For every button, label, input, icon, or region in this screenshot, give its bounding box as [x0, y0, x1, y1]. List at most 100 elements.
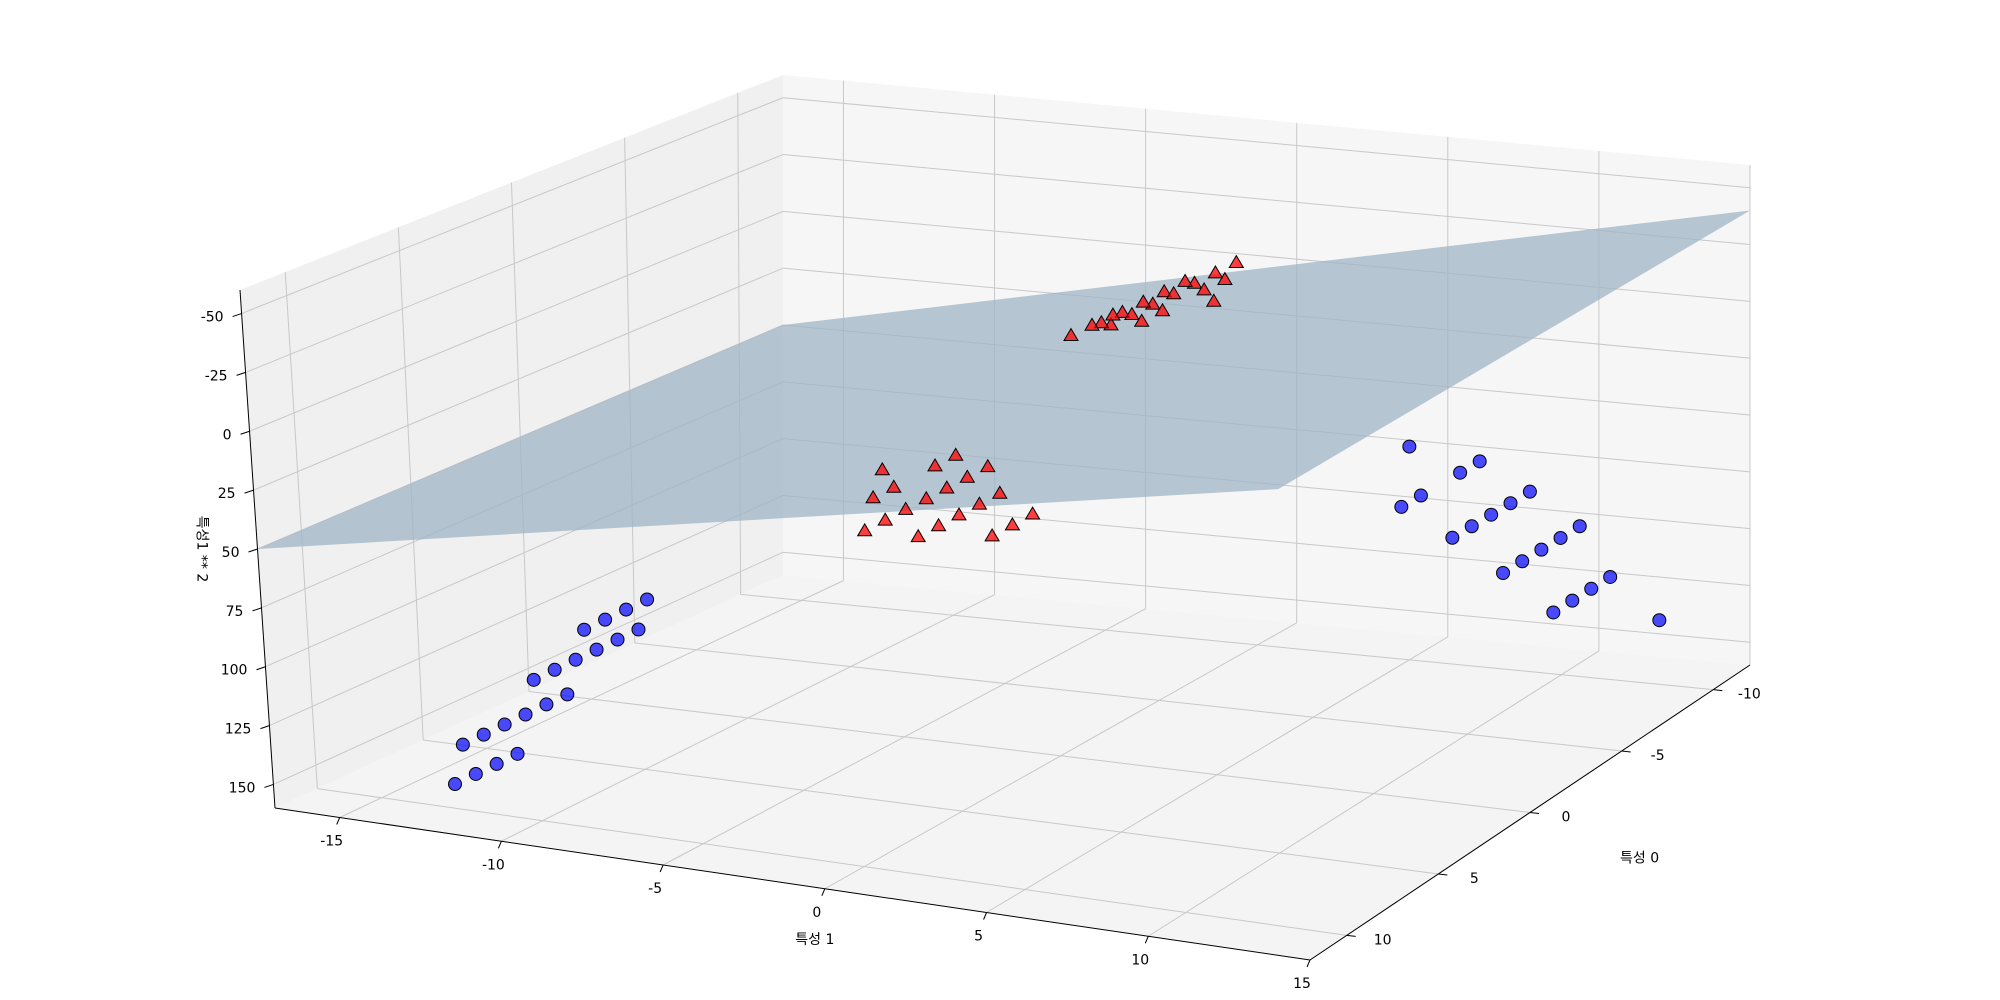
grid-line-z-side	[245, 154, 784, 373]
data-marks	[257, 210, 1750, 792]
grid-line-z-side	[269, 494, 784, 727]
data-point-triangle	[930, 517, 947, 532]
z-tick	[236, 371, 246, 376]
data-point-circle	[1503, 496, 1518, 511]
z-tick-label: 150	[229, 780, 256, 796]
x-tick-label: 10	[1374, 932, 1392, 948]
data-point-triangle	[1135, 294, 1152, 308]
data-point-triangle	[1063, 327, 1079, 341]
y-tick	[497, 841, 502, 849]
x-tick	[1529, 812, 1540, 814]
data-point-circle	[539, 697, 554, 712]
data-point-triangle	[910, 528, 927, 543]
data-point-triangle	[971, 496, 988, 510]
z-tick-label: 25	[218, 486, 236, 502]
data-point-triangle	[1177, 273, 1193, 287]
data-point-circle	[589, 642, 604, 657]
data-point-triangle	[918, 490, 935, 505]
x-tick	[1346, 934, 1356, 937]
y-tick-label: -5	[648, 881, 662, 897]
data-point-triangle	[959, 469, 976, 483]
y-tick-label: -15	[320, 834, 343, 850]
x-tick	[1621, 750, 1631, 753]
grid-line-x-floor	[423, 739, 1439, 875]
x-tick-label: -5	[1651, 748, 1665, 764]
y-tick	[983, 912, 988, 920]
z-tick-label: 125	[225, 722, 252, 738]
y-axis-line	[274, 807, 1311, 961]
z-tick	[244, 489, 254, 494]
data-point-circle	[577, 622, 592, 637]
data-point-circle	[1603, 569, 1618, 584]
y-tick	[1306, 959, 1311, 968]
grid-line-z-back	[782, 551, 1751, 643]
data-point-triangle	[1165, 285, 1182, 300]
data-point-circle	[1413, 488, 1428, 503]
decision-plane	[257, 210, 1750, 549]
data-point-triangle	[979, 458, 996, 473]
data-point-circle	[610, 632, 625, 647]
data-point-triangle	[1114, 304, 1131, 318]
data-point-triangle	[1156, 283, 1173, 298]
data-point-circle	[489, 756, 504, 771]
y-tick-label: -10	[482, 857, 505, 873]
x-axis-label: 특성 0	[1620, 851, 1659, 867]
grid-line-z-side	[241, 97, 784, 315]
z-tick-label: 75	[226, 604, 244, 620]
data-point-triangle	[1024, 506, 1041, 520]
grid-line-x-floor	[528, 691, 1531, 813]
data-point-triangle	[984, 528, 1000, 542]
grid-line-z-side	[273, 551, 784, 785]
data-point-triangle	[1207, 265, 1224, 279]
y-tick-label: 5	[974, 929, 983, 945]
data-point-circle	[598, 612, 613, 627]
z-tick	[252, 607, 262, 612]
data-point-triangle	[1196, 282, 1212, 296]
x-tick-label: 5	[1470, 871, 1479, 887]
data-point-circle	[476, 727, 491, 742]
data-point-triangle	[1133, 313, 1150, 327]
z-tick	[264, 783, 274, 788]
y-tick	[1144, 936, 1149, 944]
grid-line-z-back	[782, 154, 1751, 246]
data-point-circle	[640, 592, 655, 607]
z-tick	[256, 666, 266, 671]
data-point-circle	[1546, 605, 1561, 620]
grid-line-z-back	[782, 494, 1751, 586]
data-point-triangle	[1228, 254, 1245, 268]
data-point-circle	[518, 707, 533, 722]
z-tick-label: 100	[221, 663, 248, 679]
z-tick	[260, 725, 270, 730]
data-point-triangle	[1217, 271, 1233, 285]
data-point-triangle	[885, 479, 902, 493]
data-point-triangle	[874, 461, 891, 476]
y-tick	[659, 864, 664, 873]
data-point-circle	[619, 602, 634, 617]
y-tick	[336, 817, 341, 825]
grid-line-z-back	[782, 97, 1751, 189]
data-point-circle	[560, 687, 575, 702]
data-point-triangle	[1105, 307, 1121, 321]
data-point-circle	[568, 652, 583, 667]
y-axis-label: 특성 1	[795, 932, 834, 948]
grid-line-x-floor	[634, 642, 1622, 752]
data-point-circle	[1584, 581, 1599, 596]
z-tick-label: -50	[201, 310, 224, 326]
data-point-triangle	[877, 512, 894, 526]
data-point-circle	[1572, 519, 1587, 534]
z-tick	[232, 313, 242, 318]
data-point-circle	[1534, 542, 1549, 557]
data-point-circle	[631, 622, 646, 637]
data-point-triangle	[938, 480, 955, 494]
y-tick-label: 0	[812, 905, 821, 921]
x-tick-label: -10	[1738, 687, 1761, 703]
data-point-circle	[497, 717, 512, 732]
data-point-circle	[1522, 484, 1537, 499]
data-point-circle	[1464, 519, 1479, 534]
data-point-triangle	[1205, 293, 1222, 307]
z-tick-label: 50	[222, 545, 240, 561]
data-point-triangle	[991, 485, 1008, 499]
data-point-triangle	[1004, 517, 1021, 531]
data-point-triangle	[865, 489, 881, 504]
z-axis-label: 특성1 ** 2	[194, 516, 210, 582]
